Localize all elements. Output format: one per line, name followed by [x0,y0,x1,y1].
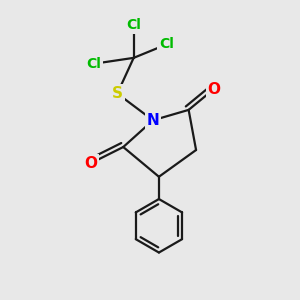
Text: O: O [207,82,220,97]
Text: N: N [147,113,159,128]
Text: Cl: Cl [126,18,141,32]
Text: Cl: Cl [159,38,174,52]
Text: O: O [84,156,97,171]
Text: Cl: Cl [86,57,101,71]
Text: S: S [112,86,123,101]
